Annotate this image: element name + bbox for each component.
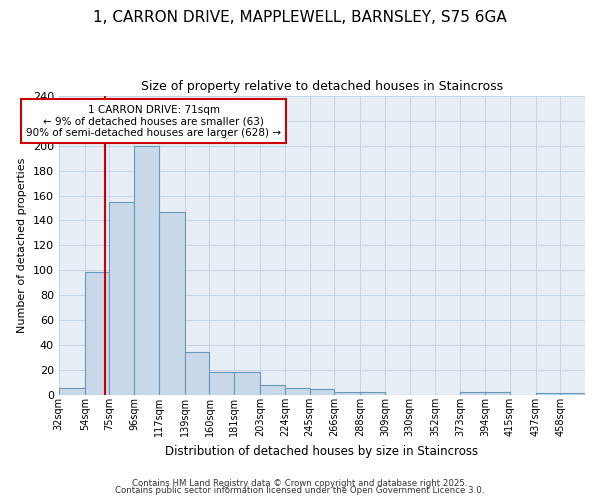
Bar — [310, 389, 334, 396]
Bar — [334, 392, 360, 396]
Bar — [460, 392, 485, 396]
Bar — [260, 386, 285, 396]
Bar — [134, 146, 159, 396]
Bar — [85, 272, 109, 396]
Bar — [485, 392, 509, 396]
Text: 1, CARRON DRIVE, MAPPLEWELL, BARNSLEY, S75 6GA: 1, CARRON DRIVE, MAPPLEWELL, BARNSLEY, S… — [93, 10, 507, 25]
Bar — [285, 388, 310, 396]
Bar — [536, 393, 560, 396]
Text: Contains HM Land Registry data © Crown copyright and database right 2025.: Contains HM Land Registry data © Crown c… — [132, 478, 468, 488]
Bar — [59, 388, 85, 396]
X-axis label: Distribution of detached houses by size in Staincross: Distribution of detached houses by size … — [166, 444, 478, 458]
Bar — [360, 392, 385, 396]
Bar — [109, 202, 134, 396]
Bar — [560, 393, 585, 396]
Y-axis label: Number of detached properties: Number of detached properties — [17, 158, 27, 333]
Text: 1 CARRON DRIVE: 71sqm
← 9% of detached houses are smaller (63)
90% of semi-detac: 1 CARRON DRIVE: 71sqm ← 9% of detached h… — [26, 104, 281, 138]
Title: Size of property relative to detached houses in Staincross: Size of property relative to detached ho… — [141, 80, 503, 93]
Bar — [185, 352, 209, 396]
Bar — [159, 212, 185, 396]
Bar — [209, 372, 234, 396]
Bar — [234, 372, 260, 396]
Text: Contains public sector information licensed under the Open Government Licence 3.: Contains public sector information licen… — [115, 486, 485, 495]
